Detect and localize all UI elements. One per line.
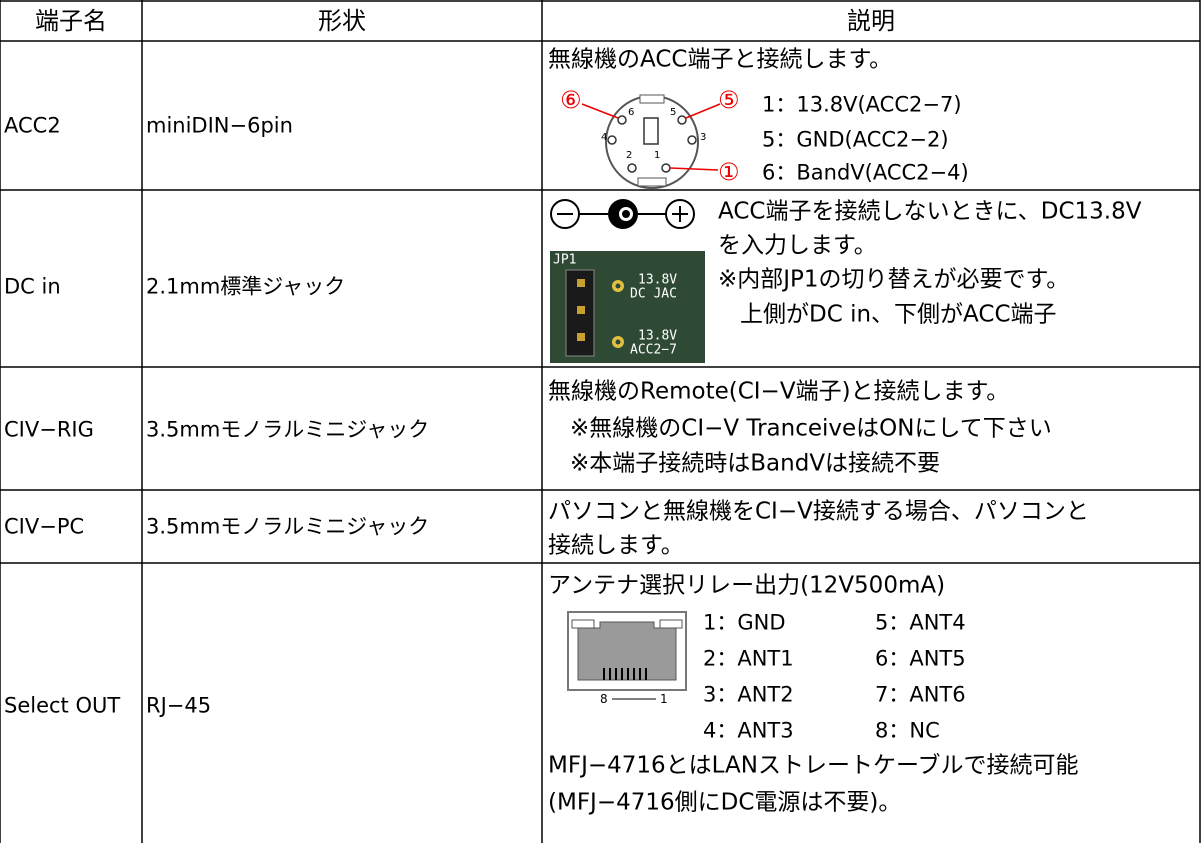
terminal-name: CIV−PC [4, 514, 85, 539]
din-pin [607, 135, 617, 145]
callout-line [581, 103, 619, 119]
din-pin [687, 135, 697, 145]
board-text: 13.8V [638, 328, 678, 344]
cell-text: ACC端子を接続しないときに、DC13.8V [718, 198, 1142, 225]
pin-text: 6：ANT5 [875, 646, 966, 671]
terminal-name: DC in [4, 274, 61, 299]
callout-line [685, 103, 721, 119]
pin-text: 5：ANT4 [875, 610, 966, 635]
pin-number: 5 [670, 107, 677, 118]
cell-text: (MFJ−4716側にDC電源は不要)。 [548, 789, 902, 816]
jp1-hole [615, 339, 621, 345]
jack-center-pin [622, 210, 630, 218]
pin-text: 1：13.8V(ACC2−7) [762, 92, 962, 117]
pin-text: 2：ANT1 [703, 646, 794, 671]
terminal-name: ACC2 [4, 113, 61, 138]
pin-text: 7：ANT6 [875, 682, 966, 707]
header-text: 端子名 [35, 7, 107, 35]
shape-name: 2.1mm標準ジャック [146, 274, 346, 299]
shape-name: RJ−45 [146, 693, 212, 718]
board-text: DC JAC [630, 286, 677, 302]
board-text: 13.8V [638, 272, 678, 288]
din-pin [661, 163, 671, 173]
board-text: ACC2−7 [630, 342, 677, 358]
pin-number: 4 [601, 132, 608, 143]
pin-text: 8：NC [875, 718, 940, 743]
header-text: 説明 [847, 7, 895, 35]
din-pin [677, 115, 687, 125]
shape-name: 3.5mmモノラルミニジャック [146, 514, 430, 539]
pin-text: 4：ANT3 [703, 718, 794, 743]
cell-text: ※本端子接続時はBandVは接続不要 [570, 450, 941, 477]
board-text: JP1 [553, 252, 577, 268]
cell-text: 無線機のACC端子と接続します。 [548, 46, 893, 73]
callout: ⑤ [718, 86, 740, 114]
cell-text: アンテナ選択リレー出力(12V500mA) [548, 572, 946, 599]
din-bottom [637, 177, 667, 187]
jp1-pin [577, 279, 585, 287]
pin-number: 6 [628, 107, 635, 118]
cell-text: パソコンと無線機をCI−V接続する場合、パソコンと [548, 498, 1089, 525]
jp1-pin [577, 333, 585, 341]
cell-text: ※内部JP1の切り替えが必要です。 [718, 266, 1070, 293]
cell-text: 上側がDC in、下側がACC端子 [740, 301, 1057, 328]
jp1-pin [577, 306, 585, 314]
terminal-name: Select OUT [4, 693, 121, 718]
header-text: 形状 [318, 7, 366, 35]
cell-text: MFJ−4716とはLANストレートケーブルで接続可能 [548, 752, 1079, 779]
cell-text: ※無線機のCI−V TranceiveはONにして下さい [570, 415, 1052, 442]
connector-label: 8 [600, 692, 608, 706]
cell-text: 無線機のRemote(CI−V端子)と接続します。 [548, 378, 1010, 405]
pin-number: 2 [626, 150, 633, 161]
din-key [643, 117, 659, 145]
cell-text: 接続します。 [548, 532, 684, 559]
callout: ① [718, 158, 740, 186]
connector-label: 1 [660, 692, 668, 706]
shape-name: 3.5mmモノラルミニジャック [146, 417, 430, 442]
callout: ⑥ [560, 86, 582, 114]
shape-name: miniDIN−6pin [146, 113, 293, 138]
terminal-name: CIV−RIG [4, 417, 94, 442]
din-pin [617, 115, 627, 125]
din-pin [627, 163, 637, 173]
callout-line [669, 167, 719, 171]
din-notch [639, 94, 665, 104]
pin-text: 1：GND [703, 610, 786, 635]
jp1-hole [615, 283, 621, 289]
pin-number: 3 [700, 132, 707, 143]
pin-text: 3：ANT2 [703, 682, 794, 707]
pin-text: 5：GND(ACC2−2) [762, 127, 949, 152]
rj45-tab [571, 619, 595, 629]
pin-text: 6：BandV(ACC2−4) [762, 160, 969, 185]
rj45-tab [659, 619, 683, 629]
pin-number: 1 [654, 150, 661, 161]
cell-text: を入力します。 [718, 232, 877, 259]
